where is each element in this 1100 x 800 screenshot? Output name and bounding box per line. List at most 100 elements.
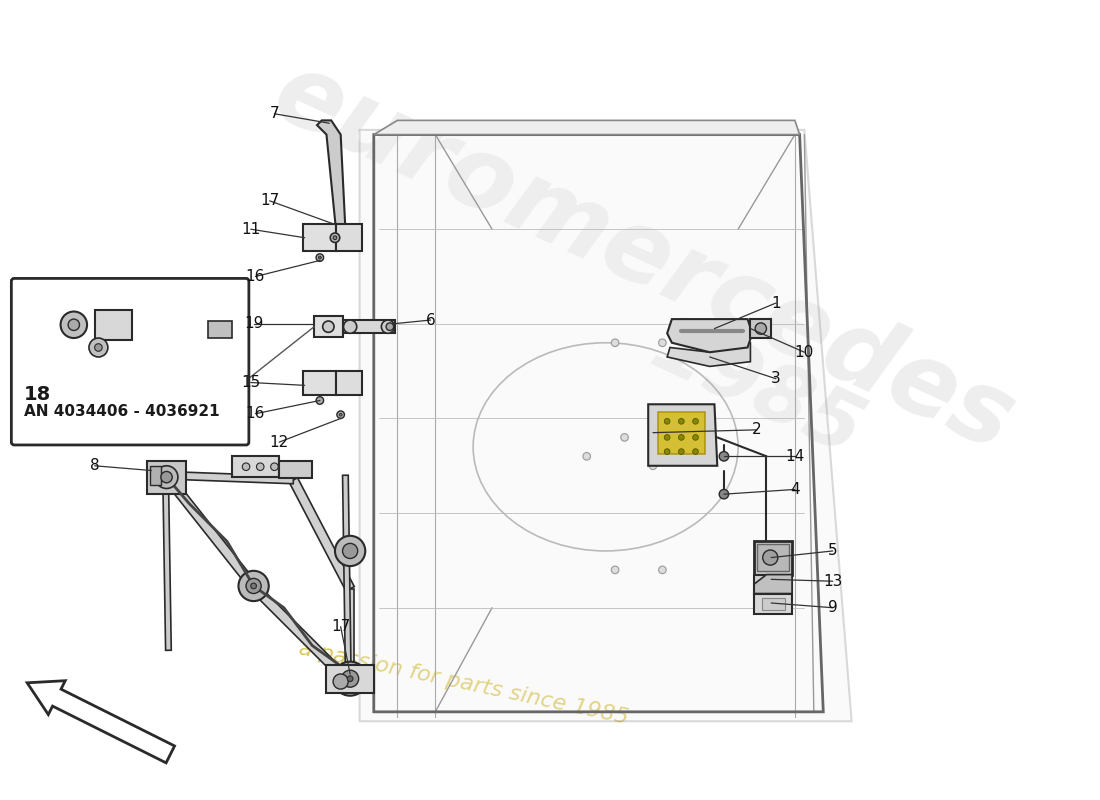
- Text: 14: 14: [785, 449, 804, 464]
- Circle shape: [342, 543, 358, 558]
- Circle shape: [337, 411, 344, 418]
- Bar: [302, 371, 336, 395]
- Text: 1985: 1985: [639, 307, 874, 473]
- Polygon shape: [132, 315, 185, 329]
- Text: 10: 10: [794, 345, 814, 360]
- Bar: [336, 225, 362, 251]
- Circle shape: [333, 662, 367, 696]
- Text: 12: 12: [270, 434, 289, 450]
- Text: AN 4034406 - 4036921: AN 4034406 - 4036921: [24, 404, 219, 419]
- Text: 16: 16: [245, 406, 265, 422]
- Circle shape: [719, 490, 728, 499]
- Text: 9: 9: [828, 600, 837, 615]
- Circle shape: [95, 344, 102, 351]
- Circle shape: [271, 463, 278, 470]
- Polygon shape: [374, 120, 800, 134]
- Circle shape: [89, 338, 108, 357]
- Circle shape: [256, 463, 264, 470]
- Bar: [755, 542, 792, 574]
- Bar: [750, 319, 771, 338]
- Bar: [755, 594, 792, 614]
- Bar: [150, 466, 161, 485]
- Circle shape: [679, 418, 684, 424]
- Bar: [146, 461, 186, 494]
- Circle shape: [333, 674, 349, 689]
- Text: 19: 19: [244, 316, 263, 331]
- Circle shape: [251, 583, 256, 589]
- Polygon shape: [252, 586, 353, 686]
- Bar: [757, 544, 789, 571]
- Circle shape: [333, 236, 337, 240]
- Circle shape: [343, 320, 356, 334]
- Polygon shape: [165, 471, 294, 484]
- FancyArrow shape: [28, 681, 175, 763]
- Polygon shape: [755, 574, 792, 594]
- Bar: [755, 574, 792, 594]
- Bar: [327, 665, 374, 693]
- Polygon shape: [183, 314, 219, 334]
- Bar: [302, 225, 336, 251]
- Circle shape: [330, 233, 340, 242]
- Text: 7: 7: [270, 106, 279, 122]
- Text: 17: 17: [260, 194, 279, 208]
- Circle shape: [68, 319, 79, 330]
- Polygon shape: [162, 472, 260, 592]
- Circle shape: [679, 449, 684, 454]
- Text: 5: 5: [828, 543, 837, 558]
- Circle shape: [316, 397, 323, 404]
- Text: 8: 8: [90, 458, 99, 474]
- Polygon shape: [360, 130, 851, 722]
- Polygon shape: [163, 475, 172, 650]
- Text: 2: 2: [752, 422, 762, 438]
- Circle shape: [612, 339, 619, 346]
- Circle shape: [348, 676, 353, 682]
- Bar: [95, 310, 132, 340]
- Circle shape: [612, 566, 619, 574]
- FancyBboxPatch shape: [11, 278, 249, 445]
- Circle shape: [583, 453, 591, 460]
- Circle shape: [246, 578, 261, 594]
- Circle shape: [155, 466, 178, 489]
- Circle shape: [649, 462, 657, 470]
- Bar: [658, 412, 705, 454]
- Bar: [342, 320, 395, 334]
- Bar: [762, 598, 785, 610]
- Text: 13: 13: [823, 574, 843, 589]
- Circle shape: [60, 311, 87, 338]
- Circle shape: [693, 418, 698, 424]
- Circle shape: [664, 418, 670, 424]
- Circle shape: [339, 414, 342, 416]
- Bar: [315, 316, 342, 337]
- Circle shape: [664, 434, 670, 440]
- Text: 4: 4: [790, 482, 800, 497]
- Text: euromercedes: euromercedes: [258, 43, 1028, 472]
- Circle shape: [316, 254, 323, 262]
- Circle shape: [322, 321, 334, 332]
- Circle shape: [620, 434, 628, 441]
- Polygon shape: [346, 589, 354, 683]
- Polygon shape: [648, 404, 717, 466]
- Circle shape: [659, 566, 667, 574]
- Circle shape: [762, 550, 778, 565]
- Text: 1: 1: [771, 295, 781, 310]
- Polygon shape: [667, 342, 750, 366]
- Text: a passion for parts since 1985: a passion for parts since 1985: [297, 638, 630, 728]
- Circle shape: [693, 434, 698, 440]
- Circle shape: [755, 323, 767, 334]
- Circle shape: [719, 451, 728, 461]
- Polygon shape: [342, 475, 351, 674]
- Circle shape: [659, 339, 667, 346]
- Bar: [279, 461, 312, 478]
- Polygon shape: [289, 478, 354, 591]
- Bar: [232, 456, 279, 477]
- Polygon shape: [317, 120, 345, 230]
- Text: 16: 16: [245, 269, 265, 284]
- Polygon shape: [667, 319, 752, 352]
- Circle shape: [342, 670, 359, 687]
- Circle shape: [161, 471, 173, 483]
- Circle shape: [664, 449, 670, 454]
- Bar: [336, 371, 362, 395]
- Text: 11: 11: [241, 222, 261, 237]
- Circle shape: [318, 256, 321, 259]
- Circle shape: [336, 536, 365, 566]
